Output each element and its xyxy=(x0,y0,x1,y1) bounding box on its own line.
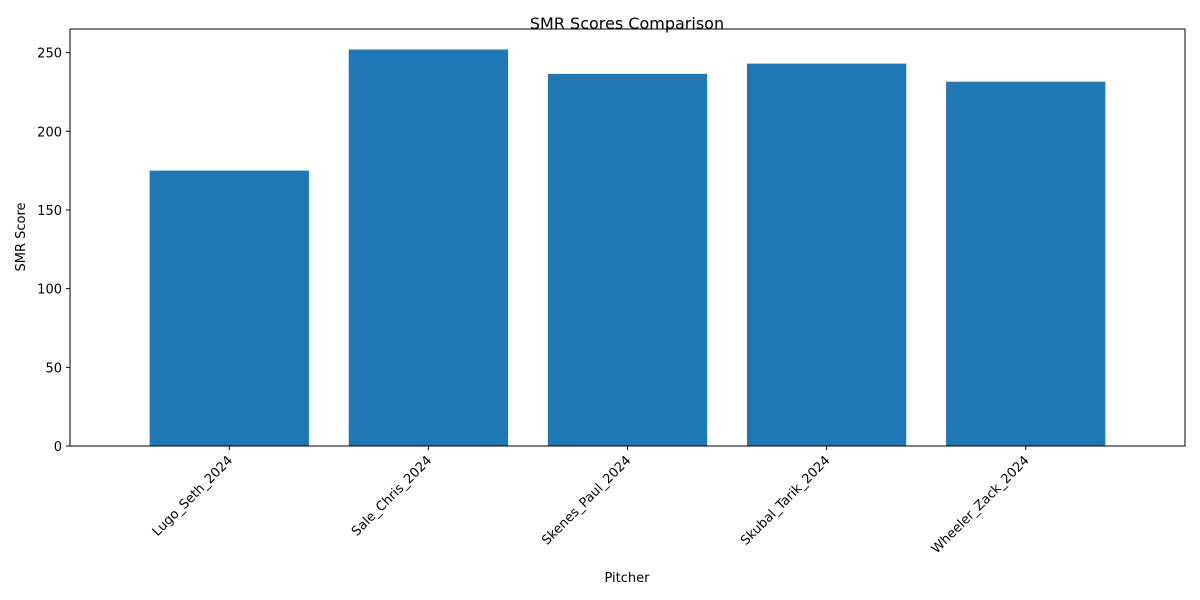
y-axis-label: SMR Score xyxy=(14,202,29,271)
bar-3 xyxy=(746,63,907,447)
x-tick-label-1: Sale_Chris_2024 xyxy=(349,453,435,539)
x-tick-label-3: Skubal_Tarik_2024 xyxy=(738,453,833,548)
y-tick-label-1: 50 xyxy=(45,361,62,376)
x-tick-label-4: Wheeler_Zack_2024 xyxy=(929,453,1033,557)
y-tick-label-5: 250 xyxy=(37,47,62,62)
x-axis-label: Pitcher xyxy=(605,571,651,586)
bar-1 xyxy=(348,49,509,446)
bars-group xyxy=(149,49,1106,447)
bar-2 xyxy=(547,73,708,446)
y-tick-label-2: 100 xyxy=(37,283,62,298)
y-axis: 0 50 100 150 200 250 xyxy=(37,47,70,455)
x-tick-label-2: Skenes_Paul_2024 xyxy=(539,453,634,548)
y-tick-label-0: 0 xyxy=(54,440,62,455)
plot-frame xyxy=(69,28,1186,447)
bar-0 xyxy=(149,170,309,447)
x-tick-label-0: Lugo_Seth_2024 xyxy=(150,453,236,539)
bar-4 xyxy=(946,81,1106,447)
chart-title: SMR Scores Comparison xyxy=(530,14,724,33)
x-axis: Lugo_Seth_2024 Sale_Chris_2024 Skenes_Paul… xyxy=(150,446,1033,557)
y-tick-label-4: 200 xyxy=(37,125,62,140)
y-tick-label-3: 150 xyxy=(37,204,62,219)
